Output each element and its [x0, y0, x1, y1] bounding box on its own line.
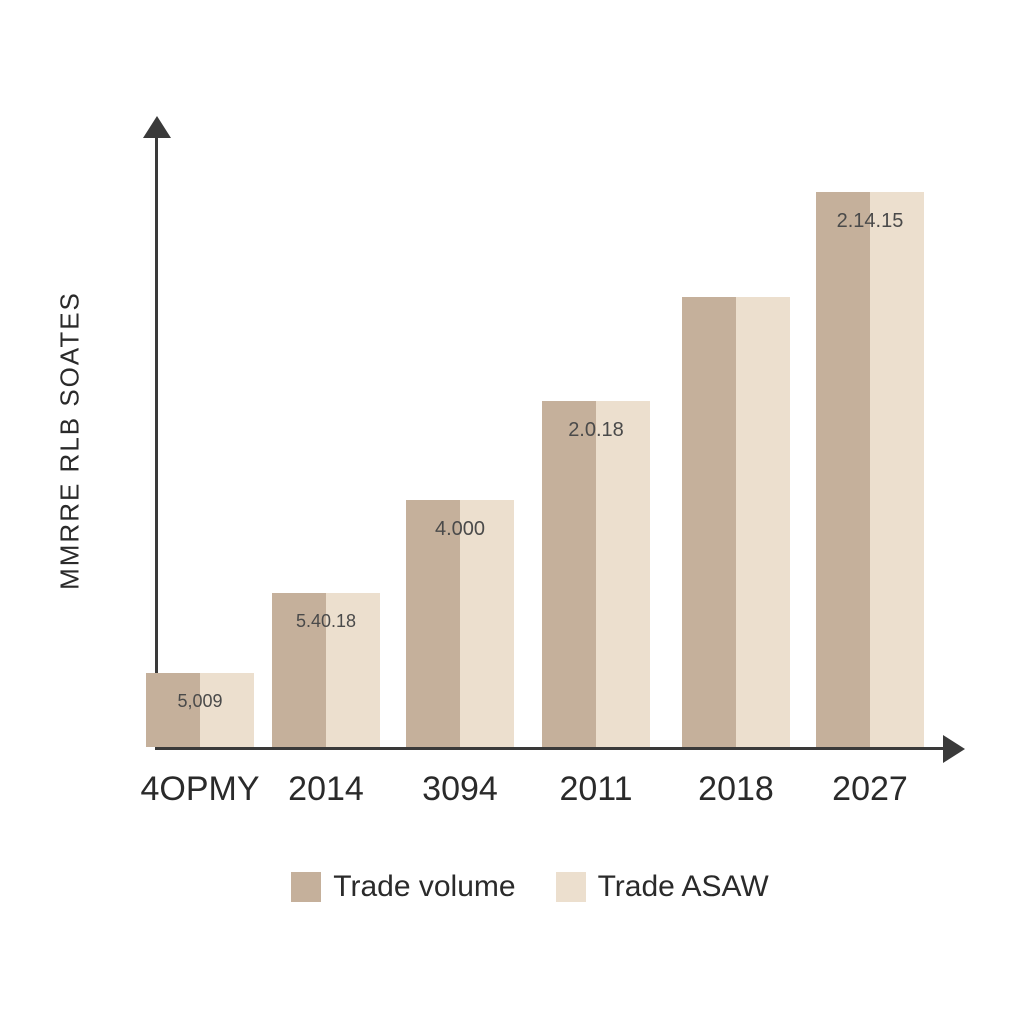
x-tick-label: 2027 — [800, 770, 940, 809]
x-axis-arrow — [943, 735, 965, 763]
legend-swatch — [556, 872, 586, 902]
bar-series-a — [682, 297, 736, 747]
x-tick-label: 2014 — [256, 770, 396, 809]
bar-series-a — [816, 192, 870, 747]
bar-series-b — [870, 192, 924, 747]
x-tick-label: 2011 — [526, 770, 666, 809]
bar-value-label: 5.40.18 — [266, 611, 386, 632]
bar-value-label: 4.000 — [400, 518, 520, 541]
trade-bar-chart: 5,009 5.40.18 4.000 2.0.18 2.14.15 MMRRE RLB… — [0, 0, 1024, 1024]
bar-value-label: 2.0.18 — [536, 419, 656, 442]
legend-swatch — [291, 872, 321, 902]
x-tick-label: 2018 — [666, 770, 806, 809]
bars-layer: 5,0095.40.184.0002.0.182.14.15 — [155, 130, 945, 750]
x-tick-label: 4OPMY — [130, 770, 270, 809]
legend-item: Trade ASAW — [556, 870, 769, 904]
y-axis-label: MMRRE RLB SOATES — [55, 291, 86, 591]
plot-area: 5,0095.40.184.0002.0.182.14.15 — [155, 130, 945, 750]
legend: Trade volume Trade ASAW — [250, 870, 810, 904]
bar-series-b — [596, 401, 650, 747]
bar-series-b — [736, 297, 790, 747]
bar-series-a — [542, 401, 596, 747]
legend-label: Trade ASAW — [598, 870, 769, 904]
legend-item: Trade volume — [291, 870, 515, 904]
bar-value-label: 2.14.15 — [810, 210, 930, 233]
x-tick-label: 3094 — [390, 770, 530, 809]
bar-value-label: 5,009 — [140, 691, 260, 712]
legend-label: Trade volume — [333, 870, 515, 904]
